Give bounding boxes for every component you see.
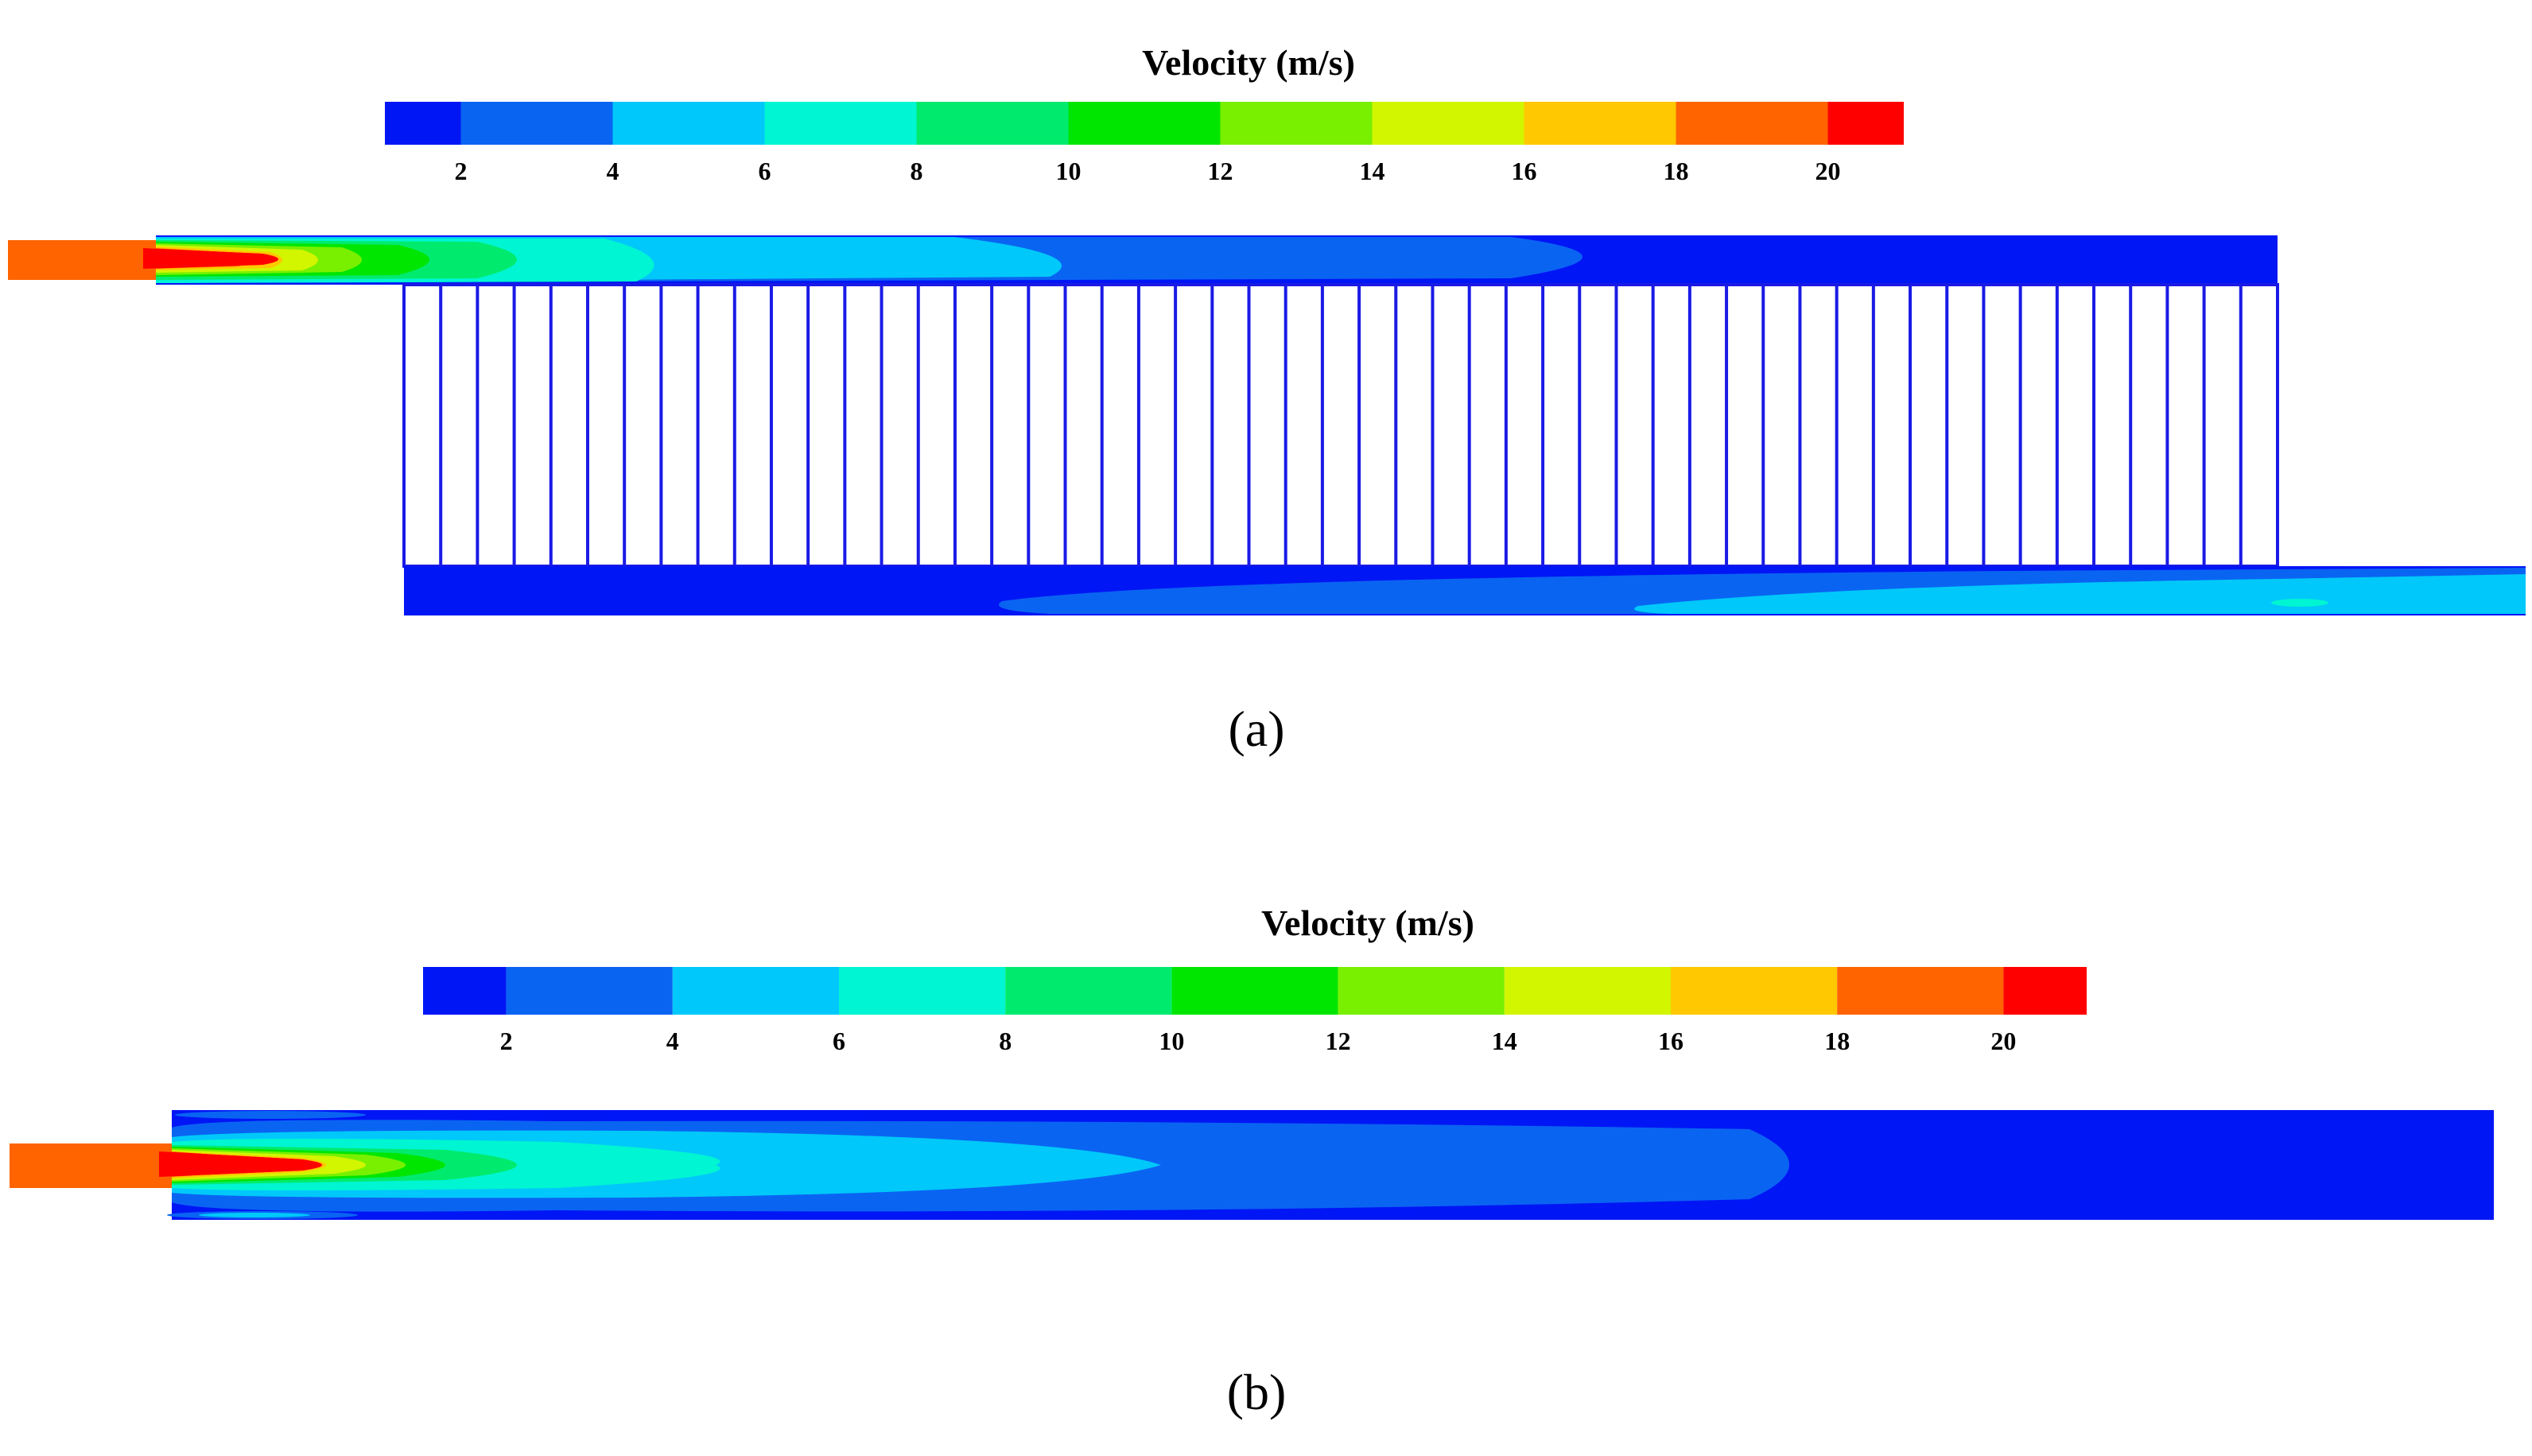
- inlet-pipe-b: [10, 1143, 172, 1188]
- colorbar-band-b-4: [1005, 967, 1172, 1015]
- colorbar-band-a-7: [1372, 102, 1524, 145]
- colorbar-band-b-7: [1504, 967, 1671, 1015]
- inlet-core-b: [159, 1151, 322, 1177]
- colorbar-band-b-1: [506, 967, 673, 1015]
- colorbar-tick-a-7: 16: [1512, 157, 1537, 185]
- colorbar-tick-b-8: 18: [1824, 1027, 1850, 1055]
- upper-header-a-contours: [143, 237, 1582, 283]
- colorbar-tick-b-7: 16: [1658, 1027, 1683, 1055]
- colorbar-tick-a-5: 12: [1208, 157, 1233, 185]
- colorbar-title-b: Velocity (m/s): [1261, 903, 1474, 943]
- colorbar-tick-b-5: 12: [1326, 1027, 1351, 1055]
- colorbar-band-a-1: [460, 102, 613, 145]
- colorbar-band-b-0: [423, 967, 507, 1015]
- colorbar-band-a-0: [385, 102, 461, 145]
- colorbar-band-a-6: [1220, 102, 1373, 145]
- colorbar-tick-b-9: 20: [1990, 1027, 2016, 1055]
- colorbar-band-b-6: [1338, 967, 1505, 1015]
- colorbar-tick-a-0: 2: [455, 157, 468, 185]
- colorbar-a: 2 4 6 8 10 12 14 16 18 20: [385, 102, 1904, 185]
- channel-block-a: [402, 283, 2279, 568]
- colorbar-band-a-4: [916, 102, 1069, 145]
- colorbar-band-b-10: [2003, 967, 2087, 1015]
- colorbar-band-b-8: [1671, 967, 1838, 1015]
- colorbar-band-a-5: [1068, 102, 1221, 145]
- colorbar-band-a-9: [1676, 102, 1828, 145]
- colorbar-title-a: Velocity (m/s): [1142, 42, 1355, 83]
- panel-a: Velocity (m/s) 2 4 6 8 10 12 14 16 18 20: [8, 42, 2526, 757]
- channel-walls-a: [439, 285, 2243, 566]
- panel-label-a: (a): [1228, 701, 1284, 757]
- colorbar-tick-b-1: 4: [666, 1027, 679, 1055]
- colorbar-tick-b-2: 6: [833, 1027, 845, 1055]
- colorbar-tick-a-2: 6: [759, 157, 771, 185]
- colorbar-tick-b-6: 14: [1492, 1027, 1517, 1055]
- colorbar-tick-b-0: 2: [500, 1027, 513, 1055]
- single-channel-b-contours: [159, 1111, 1789, 1219]
- inlet-core-a: [143, 248, 278, 269]
- inlet-pipe-a: [8, 240, 156, 280]
- colorbar-tick-a-1: 4: [607, 157, 619, 185]
- colorbar-tick-b-4: 10: [1159, 1027, 1184, 1055]
- colorbar-band-a-3: [764, 102, 917, 145]
- colorbar-tick-a-6: 14: [1360, 157, 1385, 185]
- colorbar-tick-a-4: 10: [1056, 157, 1082, 185]
- colorbar-tick-a-9: 20: [1816, 157, 1841, 185]
- colorbar-band-b-2: [672, 967, 839, 1015]
- panel-label-b: (b): [1227, 1364, 1287, 1420]
- colorbar-band-b-5: [1171, 967, 1338, 1015]
- colorbar-tick-a-3: 8: [911, 157, 923, 185]
- colorbar-b: 2 4 6 8 10 12 14 16 18 20: [423, 967, 2087, 1055]
- colorbar-band-b-9: [1837, 967, 2004, 1015]
- colorbar-band-a-8: [1524, 102, 1676, 145]
- colorbar-tick-b-3: 8: [999, 1027, 1012, 1055]
- colorbar-band-a-2: [612, 102, 765, 145]
- panel-b: Velocity (m/s) 2 4 6 8 10 12 14 16 18 20 (b): [10, 903, 2494, 1420]
- colorbar-band-a-10: [1827, 102, 1904, 145]
- colorbar-band-b-3: [839, 967, 1006, 1015]
- lower-header-a-contours: [999, 568, 2526, 614]
- colorbar-tick-a-8: 18: [1664, 157, 1689, 185]
